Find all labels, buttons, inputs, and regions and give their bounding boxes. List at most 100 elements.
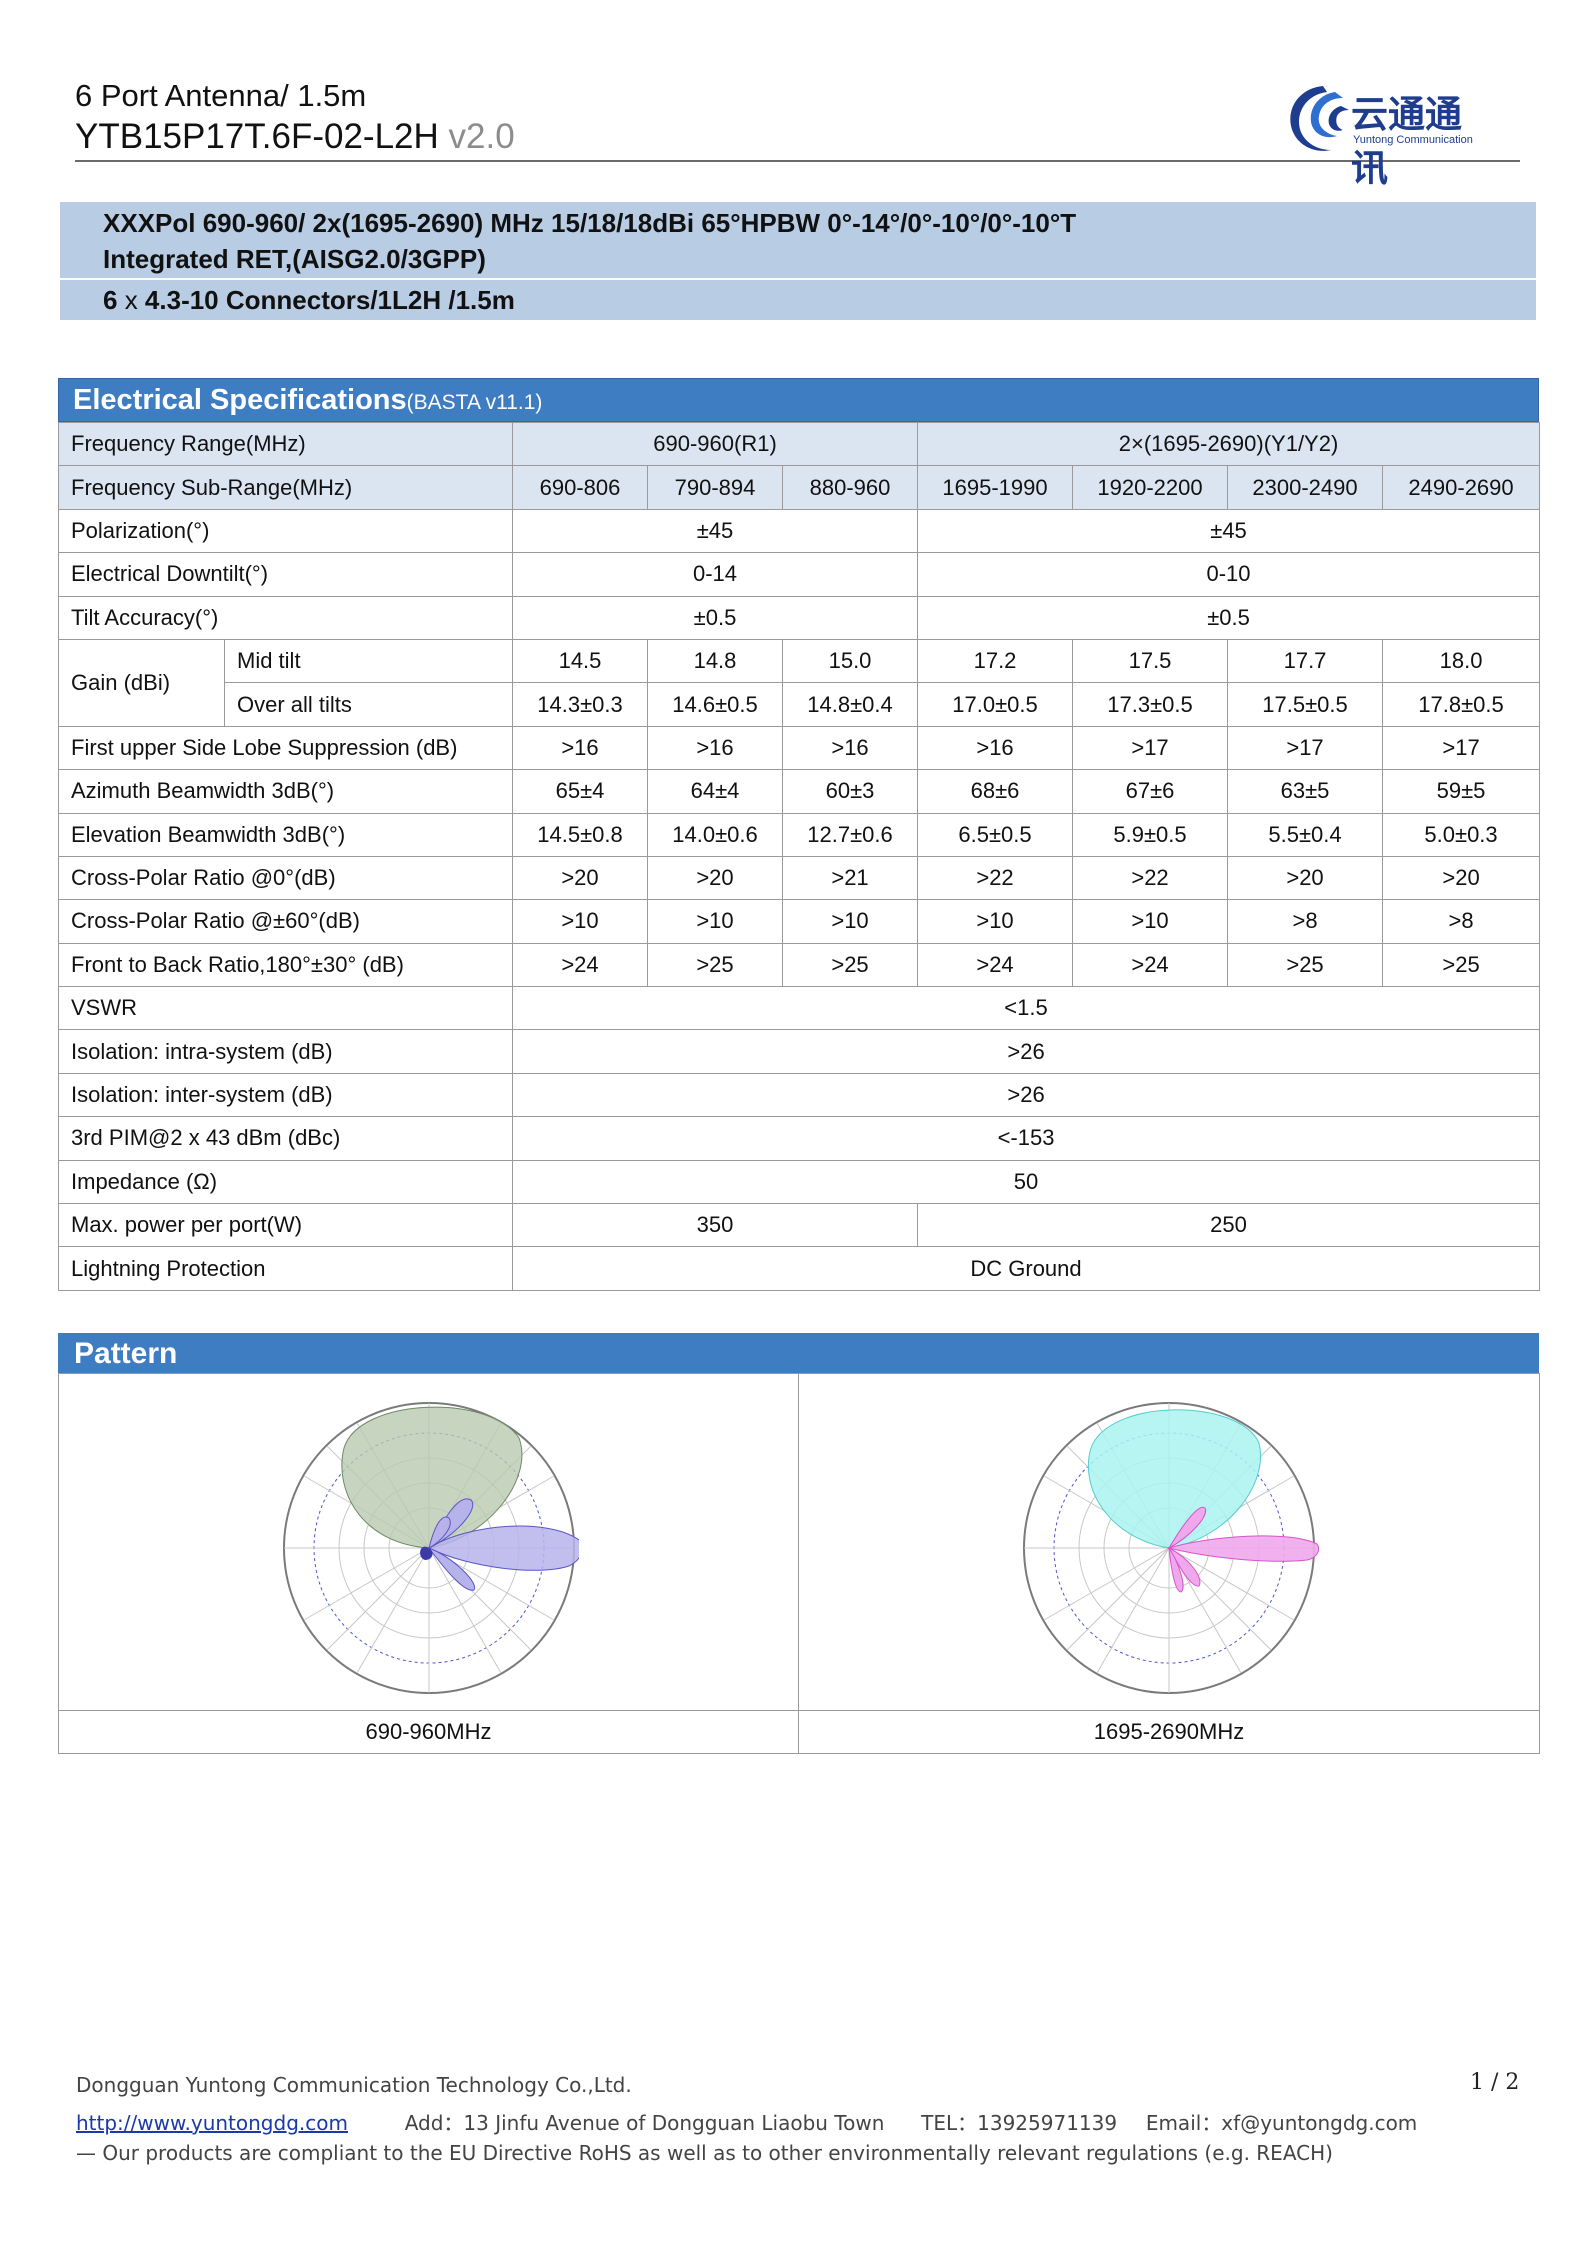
table-cell: 17.7 — [1227, 638, 1384, 684]
radiation-pattern-highband — [1023, 1402, 1319, 1694]
row-label: Isolation: inter-system (dB) — [58, 1072, 513, 1118]
logo-chinese-text: 云通通讯 — [1351, 93, 1462, 190]
pattern-plot-cell — [58, 1373, 799, 1711]
table-row: Impedance (Ω) 50 — [58, 1159, 1541, 1205]
table-cell: >25 — [1227, 942, 1384, 988]
table-row: First upper Side Lobe Suppression (dB) >… — [58, 725, 1541, 771]
table-cell: 14.5 — [512, 638, 648, 684]
table-cell: 0-14 — [511, 552, 919, 597]
summary-line-3: 6 x 4.3-10 Connectors/1L2H /1.5m — [60, 280, 1536, 320]
row-label: Frequency Sub-Range(MHz) — [58, 465, 513, 510]
table-cell: >10 — [1072, 899, 1229, 944]
table-cell: ±45 — [917, 508, 1541, 554]
table-cell: >16 — [781, 725, 919, 771]
multiply-sign: x — [117, 285, 145, 315]
website-link[interactable]: http://www.yuntongdg.com — [76, 2111, 348, 2135]
table-cell: >20 — [1382, 855, 1541, 901]
table-cell: 350 — [511, 1203, 919, 1248]
table-cell: 14.6±0.5 — [647, 682, 783, 727]
pattern-plot-cell — [798, 1373, 1540, 1711]
table-row: Tilt Accuracy(°) ±0.5 ±0.5 — [58, 595, 1541, 640]
table-cell: >10 — [647, 899, 783, 944]
table-cell: 17.5 — [1072, 638, 1229, 684]
table-cell: 690-806 — [512, 465, 648, 510]
summary-separator — [60, 278, 1536, 280]
table-cell: >24 — [512, 942, 648, 988]
row-label: Electrical Downtilt(°) — [58, 552, 513, 597]
table-cell: 1920-2200 — [1072, 465, 1229, 510]
table-cell: >22 — [917, 855, 1074, 901]
table-cell: 5.9±0.5 — [1072, 812, 1229, 857]
contact-line: http://www.yuntongdg.com Add：13 Jinfu Av… — [76, 2107, 1417, 2136]
table-cell: 6.5±0.5 — [917, 812, 1074, 857]
company-logo: 云通通讯 Yuntong Communication — [1283, 78, 1498, 190]
table-cell: 250 — [917, 1203, 1541, 1248]
table-cell: 5.0±0.3 — [1382, 812, 1541, 857]
table-cell: >16 — [647, 725, 783, 771]
pattern-title: Pattern — [58, 1333, 1539, 1373]
document-header: 6 Port Antenna/ 1.5m YTB15P17T.6F-02-L2H… — [75, 78, 1525, 163]
table-cell: >20 — [647, 855, 783, 901]
row-label: Lightning Protection — [58, 1246, 513, 1291]
table-cell: >16 — [917, 725, 1074, 771]
table-cell: 1695-1990 — [917, 465, 1074, 510]
electrical-specifications: Electrical Specifications(BASTA v11.1) F… — [58, 378, 1541, 1291]
table-cell: 790-894 — [647, 465, 783, 510]
table-cell: >16 — [512, 725, 648, 771]
page-number: 1 / 2 — [1470, 2070, 1520, 2095]
table-cell: 60±3 — [781, 769, 919, 814]
table-row: Cross-Polar Ratio @±60°(dB) >10 >10 >10 … — [58, 899, 1541, 944]
table-row: Polarization(°) ±45 ±45 — [58, 508, 1541, 554]
table-cell: 14.3±0.3 — [512, 682, 648, 727]
table-cell: >26 — [511, 1029, 1541, 1074]
table-cell: ±0.5 — [511, 595, 919, 640]
table-cell: >25 — [1382, 942, 1541, 988]
table-cell: >20 — [512, 855, 648, 901]
row-label: Elevation Beamwidth 3dB(°) — [58, 812, 513, 857]
row-label: 3rd PIM@2 x 43 dBm (dBc) — [58, 1116, 513, 1161]
logo-english-text: Yuntong Communication — [1353, 134, 1473, 146]
table-cell: >10 — [512, 899, 648, 944]
table-row: Front to Back Ratio,180°±30° (dB) >24 >2… — [58, 942, 1541, 988]
connector-spec: 4.3-10 Connectors/1L2H /1.5m — [144, 285, 515, 315]
table-cell: 12.7±0.6 — [781, 812, 919, 857]
table-cell: 17.5±0.5 — [1227, 682, 1384, 727]
table-row: Frequency Range(MHz) 690-960(R1) 2×(1695… — [58, 421, 1541, 467]
table-cell: 15.0 — [781, 638, 919, 684]
row-label: Polarization(°) — [58, 508, 513, 554]
table-cell: 17.3±0.5 — [1072, 682, 1229, 727]
row-label: Frequency Range(MHz) — [58, 421, 513, 467]
summary-line-2: Integrated RET,(AISG2.0/3GPP) — [103, 244, 486, 274]
pattern-caption-highband: 1695-2690MHz — [798, 1710, 1540, 1754]
spec-title-bar: Electrical Specifications(BASTA v11.1) — [58, 378, 1539, 422]
header-rule — [75, 160, 1520, 162]
table-cell: 59±5 — [1382, 769, 1541, 814]
row-label: Tilt Accuracy(°) — [58, 595, 513, 640]
table-cell: >8 — [1382, 899, 1541, 944]
model-name: YTB15P17T.6F-02-L2H — [75, 117, 439, 156]
table-cell: >10 — [781, 899, 919, 944]
table-cell: >17 — [1382, 725, 1541, 771]
table-cell: 17.0±0.5 — [917, 682, 1074, 727]
table-cell: 14.0±0.6 — [647, 812, 783, 857]
table-cell: 17.2 — [917, 638, 1074, 684]
table-row: Isolation: intra-system (dB) >26 — [58, 1029, 1541, 1074]
table-cell: 67±6 — [1072, 769, 1229, 814]
table-row: Lightning Protection DC Ground — [58, 1246, 1541, 1291]
row-label: Gain (dBi) — [58, 638, 225, 727]
spec-title-suffix: (BASTA v11.1) — [406, 391, 543, 414]
address-text: Add：13 Jinfu Avenue of Dongguan Liaobu T… — [404, 2111, 885, 2135]
summary-line-1: XXXPol 690-960/ 2x(1695-2690) MHz 15/18/… — [103, 208, 1077, 238]
connector-count: 6 — [103, 285, 118, 315]
product-summary: XXXPol 690-960/ 2x(1695-2690) MHz 15/18/… — [60, 202, 1536, 320]
table-row: Cross-Polar Ratio @0°(dB) >20 >20 >21 >2… — [58, 855, 1541, 901]
table-row: VSWR <1.5 — [58, 986, 1541, 1031]
table-cell: 18.0 — [1382, 638, 1541, 684]
table-cell: >25 — [647, 942, 783, 988]
spec-table: Frequency Range(MHz) 690-960(R1) 2×(1695… — [58, 421, 1541, 1291]
row-label: First upper Side Lobe Suppression (dB) — [58, 725, 513, 771]
table-cell: >24 — [917, 942, 1074, 988]
table-cell: 5.5±0.4 — [1227, 812, 1384, 857]
company-name: Dongguan Yuntong Communication Technolog… — [76, 2073, 632, 2097]
table-cell: 50 — [511, 1159, 1541, 1205]
